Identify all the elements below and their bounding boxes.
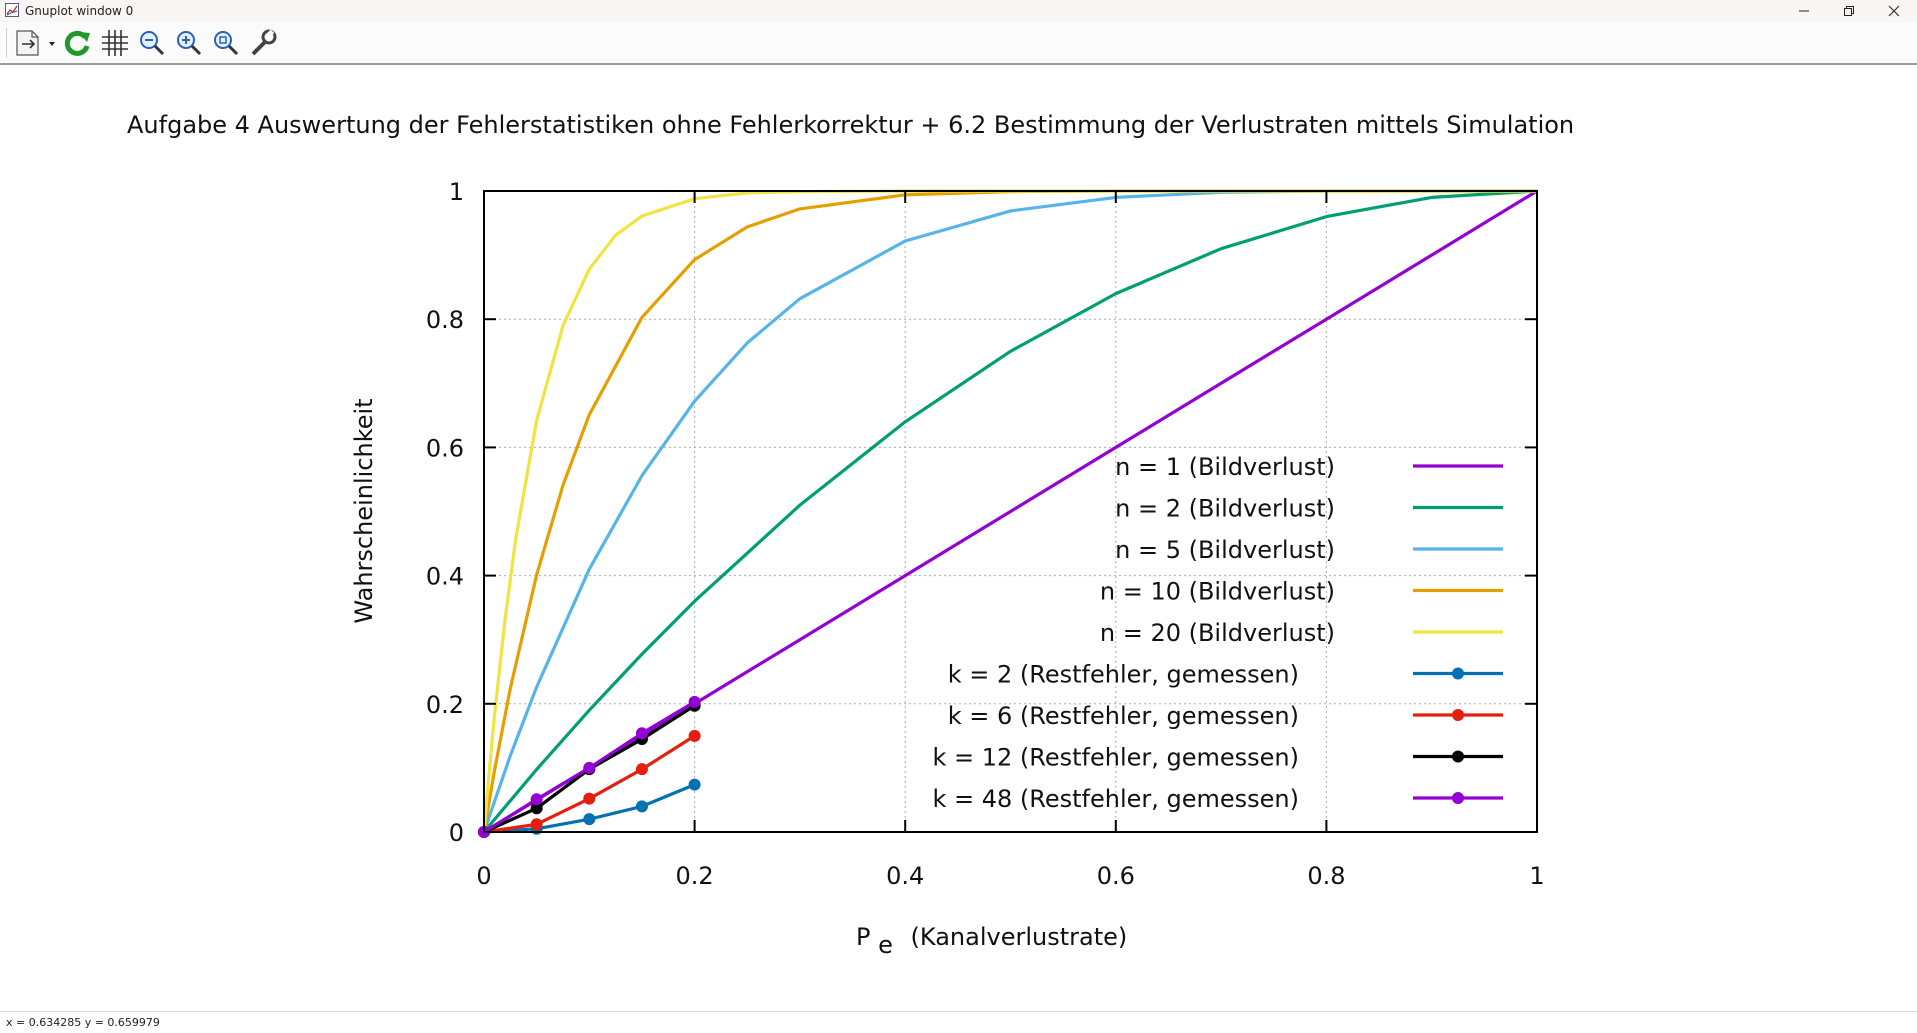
replot-icon — [64, 30, 90, 56]
data-point — [635, 763, 648, 776]
restore-button[interactable] — [1826, 0, 1872, 22]
legend-label: n = 2 (Bildverlust) — [1115, 495, 1335, 523]
zoom-next-button[interactable] — [174, 28, 204, 58]
series-line-5 — [482, 189, 1537, 833]
legend-marker — [1452, 792, 1464, 804]
status-bar: x = 0.634285 y = 0.659979 — [0, 1011, 1917, 1033]
data-point — [688, 778, 701, 791]
replot-button[interactable] — [63, 28, 93, 58]
data-point — [688, 695, 701, 708]
options-icon — [251, 29, 277, 56]
legend-label: n = 1 (Bildverlust) — [1115, 453, 1335, 481]
y-tick-label: 1 — [449, 178, 464, 206]
gnuplot-app-icon — [5, 3, 19, 17]
plot-series — [478, 189, 1538, 838]
series-line-3 — [482, 189, 1537, 833]
y-tick-label: 0.6 — [426, 434, 464, 462]
data-point — [583, 813, 596, 826]
x-tick-label: 0 — [476, 862, 491, 890]
x-tick-labels: 0 0.2 0.4 0.6 0.8 1 — [476, 862, 1544, 890]
zoom-previous-button[interactable] — [137, 28, 167, 58]
chart[interactable]: Aufgabe 4 Auswertung der Fehlerstatistik… — [0, 65, 1917, 1011]
y-axis-label: Wahrscheinlichkeit — [350, 398, 378, 623]
data-point — [635, 727, 648, 740]
data-point — [530, 818, 543, 831]
data-point — [688, 729, 701, 742]
legend-label: k = 48 (Restfehler, gemessen) — [932, 785, 1299, 813]
x-axis-label-subscript: e — [878, 931, 893, 959]
series-line-2 — [482, 189, 1538, 834]
y-tick-labels: 0 0.2 0.4 0.6 0.8 1 — [426, 178, 464, 847]
legend-label: k = 12 (Restfehler, gemessen) — [932, 744, 1299, 772]
grid-lines — [484, 191, 1537, 832]
y-tick-label: 0.4 — [426, 563, 464, 591]
grid-button[interactable] — [100, 28, 130, 58]
data-point — [583, 792, 596, 805]
title-bar: Gnuplot window 0 — [0, 0, 1917, 23]
x-tick-label: 0.2 — [676, 862, 714, 890]
autoscale-icon — [214, 31, 239, 56]
legend: n = 1 (Bildverlust) n = 2 (Bildverlust) n … — [932, 453, 1503, 813]
legend-label: k = 2 (Restfehler, gemessen) — [948, 661, 1299, 689]
legend-marker — [1452, 750, 1464, 763]
x-tick-label: 0.8 — [1307, 862, 1345, 890]
zoom-previous-icon — [140, 31, 165, 56]
minimize-button[interactable] — [1781, 0, 1827, 22]
x-axis-label: P e (Kanalverlustrate) — [856, 923, 1127, 959]
x-tick-label: 0.6 — [1097, 862, 1135, 890]
axis-ticks — [483, 190, 1538, 833]
x-axis-label-main: P — [856, 923, 870, 951]
legend-label: n = 5 (Bildverlust) — [1115, 536, 1335, 564]
plot-frame — [483, 190, 1538, 833]
x-tick-label: 0.4 — [886, 862, 924, 890]
close-button[interactable] — [1871, 0, 1917, 22]
window-title: Gnuplot window 0 — [25, 4, 134, 18]
copy-export-button[interactable] — [12, 28, 58, 58]
data-point — [635, 800, 648, 813]
legend-marker — [1452, 667, 1464, 680]
coordinate-readout: x = 0.634285 y = 0.659979 — [6, 1016, 160, 1029]
data-point — [530, 793, 543, 806]
legend-label: n = 20 (Bildverlust) — [1100, 619, 1335, 647]
x-tick-label: 1 — [1529, 862, 1544, 890]
legend-marker — [1452, 709, 1464, 721]
options-button[interactable] — [248, 28, 278, 58]
chart-title: Aufgabe 4 Auswertung der Fehlerstatistik… — [127, 111, 1574, 139]
data-point — [530, 802, 543, 815]
y-tick-label: 0 — [449, 819, 464, 847]
y-tick-label: 0.8 — [426, 306, 464, 334]
legend-label: n = 10 (Bildverlust) — [1100, 578, 1335, 606]
x-axis-label-text: (Kanalverlustrate) — [911, 923, 1128, 951]
y-tick-label: 0.2 — [426, 691, 464, 719]
copy-export-icon — [16, 30, 55, 56]
toolbar — [0, 22, 1917, 65]
data-point — [583, 761, 596, 774]
legend-label: k = 6 (Restfehler, gemessen) — [948, 702, 1299, 730]
plot-area[interactable]: Aufgabe 4 Auswertung der Fehlerstatistik… — [0, 65, 1917, 1011]
autoscale-button[interactable] — [211, 28, 241, 58]
zoom-next-icon — [177, 31, 202, 56]
grid-icon — [102, 30, 128, 56]
toolbar-grip — [6, 28, 10, 58]
